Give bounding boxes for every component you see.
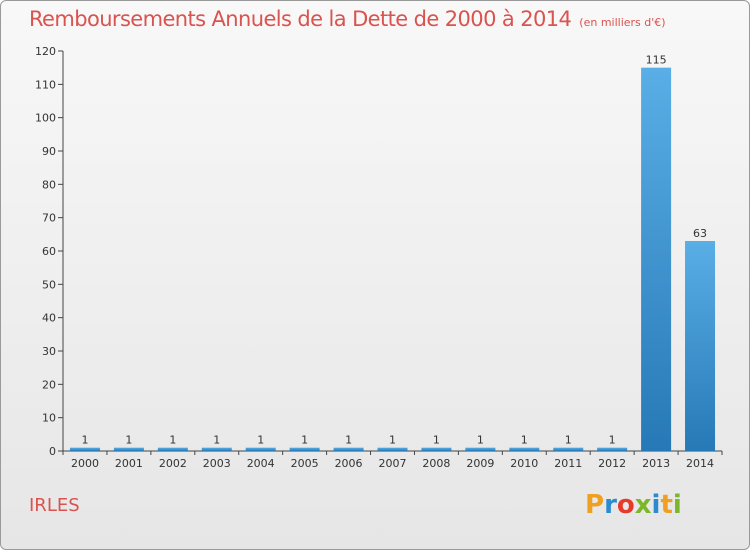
x-tick-label: 2005 — [291, 457, 319, 470]
bar — [553, 447, 584, 451]
data-label: 1 — [345, 434, 352, 447]
logo-letter: r — [604, 490, 617, 520]
data-label: 1 — [125, 434, 132, 447]
bar — [377, 447, 408, 451]
data-label: 1 — [257, 434, 264, 447]
unit-note: (en milliers d'€) — [579, 16, 666, 29]
data-label: 1 — [521, 434, 528, 447]
data-label: 1 — [433, 434, 440, 447]
x-tick-label: 2003 — [203, 457, 231, 470]
y-tick-label: 40 — [42, 312, 56, 325]
bar — [465, 447, 496, 451]
data-label: 1 — [389, 434, 396, 447]
logo-letter: o — [616, 490, 635, 520]
bar — [421, 447, 452, 451]
bar — [289, 447, 320, 451]
y-tick-label: 80 — [42, 178, 56, 191]
x-tick-label: 2000 — [71, 457, 99, 470]
y-tick-label: 30 — [42, 345, 56, 358]
x-tick-label: 2007 — [379, 457, 407, 470]
x-tick-label: 2013 — [642, 457, 670, 470]
x-tick-label: 2002 — [159, 457, 187, 470]
x-tick-label: 2004 — [247, 457, 275, 470]
x-tick-label: 2011 — [554, 457, 582, 470]
data-label: 1 — [477, 434, 484, 447]
chart-title-text: Remboursements Annuels de la Dette de 20… — [29, 7, 572, 31]
y-tick-label: 20 — [42, 378, 56, 391]
bar — [69, 447, 100, 451]
data-label: 1 — [213, 434, 220, 447]
logo-letter: x — [634, 490, 652, 520]
bar — [509, 447, 540, 451]
x-tick-label: 2010 — [510, 457, 538, 470]
city-name: IRLES — [29, 495, 80, 516]
chart-title: Remboursements Annuels de la Dette de 20… — [29, 7, 666, 31]
x-tick-label: 2012 — [598, 457, 626, 470]
x-tick-label: 2006 — [335, 457, 363, 470]
bar — [685, 241, 716, 451]
data-label: 1 — [301, 434, 308, 447]
logo-letter: i — [672, 490, 682, 520]
data-label: 1 — [81, 434, 88, 447]
y-tick-label: 100 — [35, 112, 56, 125]
bar — [201, 447, 232, 451]
y-tick-label: 50 — [42, 278, 56, 291]
bar — [157, 447, 188, 451]
bar — [113, 447, 144, 451]
x-tick-label: 2009 — [466, 457, 494, 470]
logo-letter: i — [651, 490, 661, 520]
logo-letter: P — [585, 490, 605, 520]
data-label: 1 — [565, 434, 572, 447]
bar — [641, 67, 672, 452]
x-tick-label: 2001 — [115, 457, 143, 470]
data-label: 1 — [169, 434, 176, 447]
y-tick-label: 110 — [35, 78, 56, 91]
y-tick-label: 10 — [42, 412, 56, 425]
x-tick-label: 2014 — [686, 457, 714, 470]
y-tick-label: 60 — [42, 245, 56, 258]
y-tick-label: 0 — [49, 445, 56, 458]
data-label: 1 — [609, 434, 616, 447]
proxiti-logo: Proxiti — [585, 490, 682, 520]
x-tick-label: 2008 — [422, 457, 450, 470]
y-tick-label: 120 — [35, 45, 56, 58]
data-label: 115 — [646, 54, 667, 67]
y-tick-label: 70 — [42, 212, 56, 225]
bar — [245, 447, 276, 451]
bar — [597, 447, 628, 451]
bar — [333, 447, 364, 451]
y-tick-label: 90 — [42, 145, 56, 158]
logo-letter: t — [660, 490, 673, 520]
data-label: 63 — [693, 227, 707, 240]
